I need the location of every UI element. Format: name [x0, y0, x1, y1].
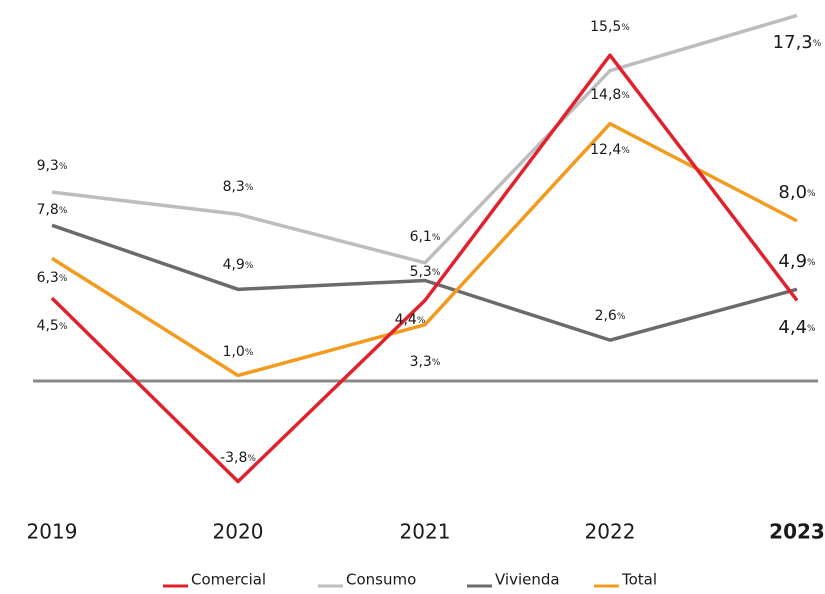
value-label: 7,8% — [37, 202, 68, 218]
value-label: 9,3% — [37, 158, 68, 174]
x-tick-label: 2021 — [400, 520, 451, 544]
value-label: 8,3% — [223, 179, 254, 195]
x-tick-label: 2020 — [213, 520, 264, 544]
legend-label: Consumo — [346, 571, 416, 589]
value-label: 4,9% — [778, 251, 816, 272]
value-label: 17,3% — [773, 32, 822, 53]
series-line — [51, 121, 798, 378]
value-label: 14,8% — [590, 87, 630, 103]
value-label: 6,1% — [410, 229, 441, 245]
value-label: 8,0% — [778, 182, 816, 203]
value-label: 1,0% — [223, 344, 254, 360]
value-label: 3,3% — [410, 354, 441, 370]
value-label: 4,4% — [395, 312, 426, 328]
series-line — [50, 53, 799, 484]
value-label: 4,4% — [778, 317, 816, 338]
x-tick-label: 2019 — [27, 520, 78, 544]
value-label: 4,5% — [37, 318, 68, 334]
legend-label: Total — [621, 571, 657, 589]
value-label: 15,5% — [590, 19, 630, 35]
series-line — [51, 13, 798, 265]
x-tick-label: 2023 — [769, 520, 825, 544]
value-label: 5,3% — [410, 264, 441, 280]
legend-label: Comercial — [191, 571, 266, 589]
value-label: -3,8% — [220, 450, 256, 466]
value-label: 6,3% — [37, 270, 68, 286]
x-tick-label: 2022 — [585, 520, 636, 544]
value-label: 4,9% — [223, 257, 254, 273]
legend-label: Vivienda — [495, 571, 560, 589]
series-line — [51, 223, 798, 342]
value-label: 12,4% — [590, 142, 630, 158]
value-label: 2,6% — [595, 308, 626, 324]
